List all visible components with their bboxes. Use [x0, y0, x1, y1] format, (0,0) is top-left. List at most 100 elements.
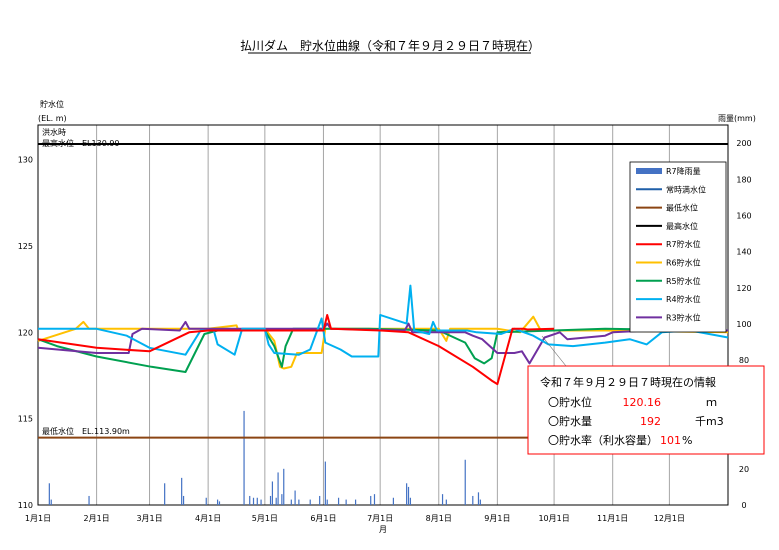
- min-level-label: 最低水位 EL.113.90m: [42, 426, 130, 436]
- legend-swatch: [636, 168, 662, 174]
- rainfall-bar: [164, 483, 166, 505]
- rainfall-bar: [472, 495, 474, 505]
- flood-label: 洪水時: [42, 127, 66, 137]
- x-axis-label: 月: [379, 525, 387, 534]
- series-line: [37, 314, 555, 386]
- left-tick-label: 115: [18, 415, 33, 424]
- right-axis-label: 雨量(mm): [718, 114, 756, 123]
- rainfall-bar: [277, 472, 279, 505]
- rainfall-bar: [298, 499, 300, 505]
- x-tick-label: 12月1日: [654, 514, 685, 523]
- rainfall-bar: [88, 495, 90, 505]
- info-level-label: 〇貯水位: [548, 395, 592, 409]
- rainfall-bar: [409, 497, 412, 505]
- max-level-label: 最高水位 EL130.90: [42, 138, 120, 148]
- x-tick-label: 8月1日: [426, 514, 452, 523]
- rainfall-bar: [182, 495, 185, 505]
- x-tick-label: 2月1日: [84, 514, 110, 523]
- series-line: [37, 327, 729, 373]
- water-level-series: [37, 284, 729, 386]
- info-rate-value: 101: [660, 434, 681, 447]
- rainfall-bar: [445, 499, 447, 505]
- rainfall-bar: [319, 495, 321, 505]
- legend-label: R7降雨量: [666, 166, 701, 176]
- rainfall-bar: [256, 497, 258, 505]
- rainfall-bar: [271, 481, 274, 505]
- x-tick-label: 7月1日: [367, 514, 393, 523]
- rainfall-bar: [392, 497, 394, 505]
- right-tick-label: 180: [736, 175, 751, 184]
- left-axis-label: 貯水位: [40, 99, 64, 109]
- right-tick-label: 120: [736, 284, 751, 293]
- rainfall-bar: [283, 468, 285, 505]
- rainfall-bar: [281, 494, 283, 505]
- x-tick-label: 1月1日: [25, 514, 51, 523]
- rainfall-bar: [441, 494, 444, 505]
- legend-label: R5貯水位: [666, 276, 701, 286]
- x-tick-label: 9月1日: [484, 514, 510, 523]
- right-tick-label: 80: [739, 356, 749, 365]
- left-tick-label: 130: [18, 156, 33, 165]
- right-tick-label: 160: [736, 211, 751, 220]
- rainfall-bar: [50, 499, 52, 505]
- rainfall-bar: [345, 499, 347, 505]
- left-axis-ticks: 110 115 120 125 130: [18, 156, 33, 510]
- rainfall-bar: [479, 499, 481, 505]
- legend-label: R7貯水位: [666, 239, 701, 249]
- rainfall-bar: [275, 497, 277, 505]
- rainfall-bar: [48, 483, 50, 505]
- info-rate-label: 〇貯水率（利水容量）: [548, 433, 658, 447]
- info-volume-label: 〇貯水量: [548, 415, 592, 428]
- right-tick-label: 20: [739, 465, 749, 474]
- rainfall-bar: [218, 501, 221, 505]
- info-title: 令和７年９月２９日７時現在の情報: [540, 375, 716, 389]
- legend-label: R6貯水位: [666, 258, 701, 268]
- x-tick-label: 4月1日: [195, 514, 221, 523]
- left-tick-label: 125: [18, 242, 33, 251]
- rainfall-bar: [373, 494, 376, 505]
- rainfall-bar: [260, 499, 262, 505]
- info-volume-value: 192: [640, 415, 661, 428]
- rainfall-bar: [326, 499, 328, 505]
- rainfall-bar: [324, 461, 326, 505]
- rainfall-bars: [48, 410, 481, 505]
- info-volume-unit: 千m3: [695, 415, 724, 428]
- info-rate-unit: %: [682, 434, 692, 447]
- rainfall-bar: [294, 490, 296, 505]
- info-box: 令和７年９月２９日７時現在の情報 〇貯水位 120.16 ｍ 〇貯水量 192 …: [527, 365, 765, 455]
- x-tick-label: 10月1日: [538, 514, 569, 523]
- rainfall-bar: [269, 495, 272, 505]
- rainfall-bar: [205, 497, 207, 505]
- rainfall-bar: [354, 499, 357, 505]
- rainfall-bar: [216, 499, 219, 505]
- x-tick-label: 3月1日: [136, 514, 162, 523]
- right-tick-label: 200: [736, 139, 751, 148]
- rainfall-bar: [407, 486, 410, 505]
- left-axis-unit: (EL. m): [38, 114, 67, 123]
- legend-label: 最高水位: [666, 221, 698, 231]
- x-tick-label: 6月1日: [310, 514, 336, 523]
- right-tick-label: 0: [741, 501, 746, 510]
- x-tick-label: 5月1日: [252, 514, 278, 523]
- chart-title: 払川ダム 貯水位曲線（令和７年９月２９日７時現在）: [240, 38, 540, 53]
- rainfall-bar: [309, 499, 311, 505]
- rainfall-bar: [243, 410, 245, 505]
- rainfall-bar: [249, 495, 251, 505]
- info-box-frame: [527, 365, 765, 455]
- right-tick-label: 100: [736, 320, 751, 329]
- rainfall-bar: [290, 499, 292, 505]
- rainfall-bar: [477, 492, 480, 505]
- info-level-unit: ｍ: [706, 396, 717, 409]
- rainfall-bar: [406, 483, 408, 505]
- rainfall-bar: [464, 459, 466, 505]
- legend-label: R4貯水位: [666, 294, 701, 304]
- info-level-value: 120.16: [623, 396, 662, 409]
- left-tick-label: 120: [18, 328, 33, 337]
- x-axis-ticks: 1月1日 2月1日 3月1日 4月1日 5月1日 6月1日 7月1日 8月1日 9月1日 10月1…: [25, 514, 685, 523]
- rainfall-bar: [337, 497, 340, 505]
- plot-frame: [37, 124, 729, 506]
- left-tick-label: 110: [18, 501, 33, 510]
- right-tick-label: 140: [736, 248, 751, 257]
- info-pointer: [541, 335, 567, 367]
- legend-label: 常時満水位: [666, 184, 706, 194]
